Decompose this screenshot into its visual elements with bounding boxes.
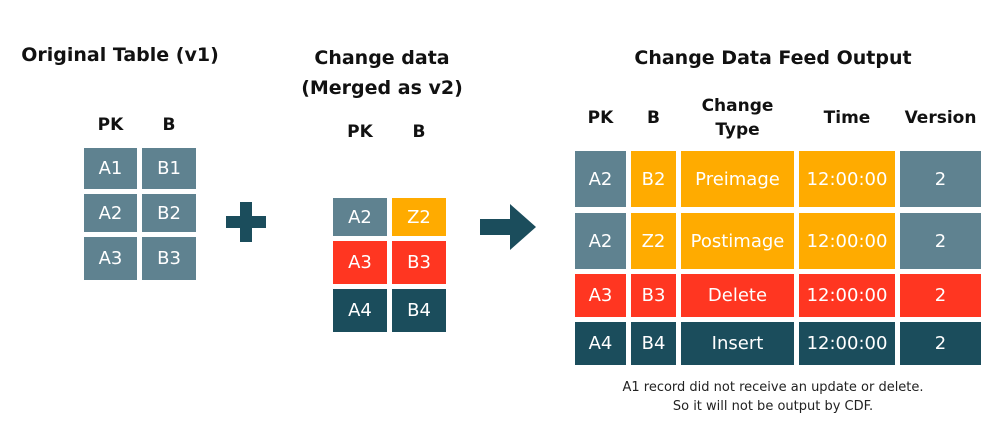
table-cell: B4 (392, 289, 446, 332)
table-cell: B4 (631, 322, 676, 365)
column-header: PK (347, 122, 373, 142)
table-cell: B3 (142, 237, 196, 280)
table-cell: B3 (392, 241, 446, 284)
column-header: B (162, 115, 176, 135)
table-cell: 2 (900, 213, 981, 269)
table-cell: 12:00:00 (799, 274, 895, 317)
table-cell: Delete (681, 274, 794, 317)
cdf-output-title: Change Data Feed Output (634, 47, 912, 69)
note-line-2: So it will not be output by CDF. (672, 399, 874, 414)
table-cell: B2 (142, 194, 196, 232)
table-cell: A2 (575, 151, 626, 207)
table-cell: 12:00:00 (799, 151, 895, 207)
change-data-subtitle: (Merged as v2) (301, 77, 463, 99)
table-cell: A3 (333, 241, 387, 284)
table-cell: B3 (631, 274, 676, 317)
table-cell: B2 (631, 151, 676, 207)
table-cell: 2 (900, 274, 981, 317)
table-cell: B1 (142, 148, 196, 189)
table-cell: A1 (84, 148, 137, 189)
table-cell: Insert (681, 322, 794, 365)
table-cell: A3 (575, 274, 626, 317)
table-cell: Z2 (631, 213, 676, 269)
table-cell: Postimage (681, 213, 794, 269)
table-cell: Preimage (681, 151, 794, 207)
table-cell: A4 (333, 289, 387, 332)
table-cell: A2 (84, 194, 137, 232)
plus-icon (226, 202, 266, 242)
column-header: B (647, 108, 660, 128)
table-cell: 2 (900, 322, 981, 365)
table-cell: Z2 (392, 198, 446, 236)
original-table-title: Original Table (v1) (21, 44, 219, 66)
table-cell: 12:00:00 (799, 322, 895, 365)
column-header: Change Type (701, 96, 774, 140)
table-cell: 2 (900, 151, 981, 207)
note-line-1: A1 record did not receive an update or d… (622, 380, 924, 395)
table-cell: A2 (333, 198, 387, 236)
column-header: PK (97, 115, 124, 135)
column-header: Time (823, 108, 871, 128)
table-cell: 12:00:00 (799, 213, 895, 269)
column-header: PK (587, 108, 614, 128)
table-cell: A2 (575, 213, 626, 269)
table-cell: A3 (84, 237, 137, 280)
change-data-title: Change data (314, 47, 450, 69)
table-cell: A4 (575, 322, 626, 365)
column-header: Version (904, 108, 977, 128)
arrow-right-icon (480, 204, 536, 250)
column-header: B (412, 122, 426, 142)
